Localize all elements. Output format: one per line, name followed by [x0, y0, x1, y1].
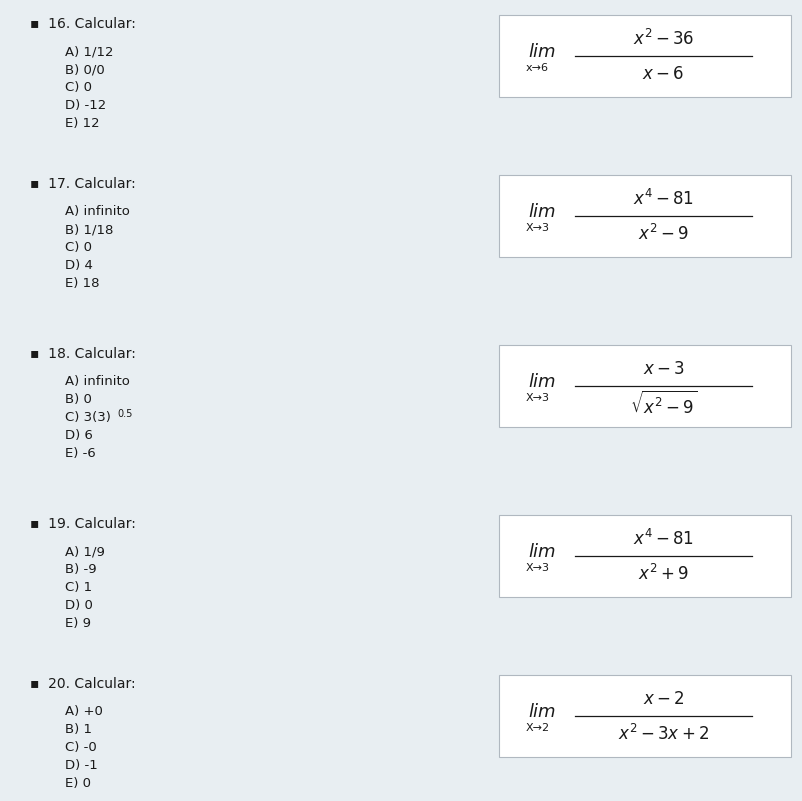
- Text: B) 1: B) 1: [65, 723, 92, 736]
- Text: $x^4 - 81$: $x^4 - 81$: [632, 529, 693, 549]
- Text: $x^4 - 81$: $x^4 - 81$: [632, 189, 693, 209]
- Text: C) 0: C) 0: [65, 241, 92, 255]
- Text: ▪  19. Calcular:: ▪ 19. Calcular:: [30, 517, 136, 531]
- Text: A) 1/9: A) 1/9: [65, 545, 105, 558]
- Text: lim: lim: [528, 373, 555, 391]
- Text: B) 0: B) 0: [65, 393, 91, 406]
- FancyBboxPatch shape: [498, 675, 790, 757]
- Text: $x - 2$: $x - 2$: [642, 690, 683, 708]
- Text: ▪  17. Calcular:: ▪ 17. Calcular:: [30, 177, 136, 191]
- Text: lim: lim: [528, 43, 555, 61]
- Text: $x^2 - 9$: $x^2 - 9$: [638, 224, 688, 244]
- Text: B) -9: B) -9: [65, 563, 96, 577]
- FancyBboxPatch shape: [498, 515, 790, 597]
- FancyBboxPatch shape: [498, 345, 790, 427]
- Text: D) -1: D) -1: [65, 759, 98, 772]
- FancyBboxPatch shape: [498, 175, 790, 257]
- Text: D) 6: D) 6: [65, 429, 93, 442]
- Text: ▪  20. Calcular:: ▪ 20. Calcular:: [30, 677, 136, 691]
- Text: B) 0/0: B) 0/0: [65, 63, 104, 77]
- Text: ▪  16. Calcular:: ▪ 16. Calcular:: [30, 17, 136, 31]
- Text: A) 1/12: A) 1/12: [65, 46, 113, 58]
- Text: E) -6: E) -6: [65, 448, 95, 461]
- Text: A) infinito: A) infinito: [65, 376, 130, 388]
- Text: D) 0: D) 0: [65, 599, 93, 613]
- Text: B) 1/18: B) 1/18: [65, 223, 113, 236]
- FancyBboxPatch shape: [498, 15, 790, 97]
- Text: $=$: $=$: [799, 377, 802, 395]
- Text: $x^2 - 36$: $x^2 - 36$: [632, 29, 694, 49]
- Text: $x - 6$: $x - 6$: [642, 65, 684, 83]
- Text: E) 0: E) 0: [65, 778, 91, 791]
- Text: C) 0: C) 0: [65, 82, 92, 95]
- Text: E) 18: E) 18: [65, 277, 99, 291]
- Text: 0.5: 0.5: [117, 409, 132, 419]
- Text: D) -12: D) -12: [65, 99, 106, 112]
- Text: lim: lim: [528, 703, 555, 721]
- Text: D) 4: D) 4: [65, 260, 93, 272]
- Text: $x^2 - 3x + 2$: $x^2 - 3x + 2$: [617, 724, 708, 744]
- Text: x→6: x→6: [525, 63, 549, 73]
- Text: $=$: $=$: [799, 547, 802, 565]
- Text: X→3: X→3: [525, 393, 549, 403]
- Text: $=$: $=$: [799, 47, 802, 65]
- Text: C) 1: C) 1: [65, 582, 92, 594]
- Text: X→3: X→3: [525, 563, 549, 573]
- Text: C) -0: C) -0: [65, 742, 96, 755]
- Text: lim: lim: [528, 203, 555, 221]
- Text: lim: lim: [528, 543, 555, 561]
- Text: $x^2 + 9$: $x^2 + 9$: [638, 564, 688, 584]
- Text: ▪  18. Calcular:: ▪ 18. Calcular:: [30, 347, 136, 361]
- Text: C) 3(3): C) 3(3): [65, 412, 111, 425]
- Text: $\sqrt{x^2 - 9}$: $\sqrt{x^2 - 9}$: [630, 390, 696, 417]
- Text: E) 12: E) 12: [65, 118, 99, 131]
- Text: A) +0: A) +0: [65, 706, 103, 718]
- Text: $=$: $=$: [799, 707, 802, 725]
- Text: X→3: X→3: [525, 223, 549, 233]
- Text: A) infinito: A) infinito: [65, 206, 130, 219]
- Text: E) 9: E) 9: [65, 618, 91, 630]
- Text: X→2: X→2: [525, 723, 549, 733]
- Text: $=$: $=$: [799, 207, 802, 225]
- Text: $x - 3$: $x - 3$: [642, 360, 683, 378]
